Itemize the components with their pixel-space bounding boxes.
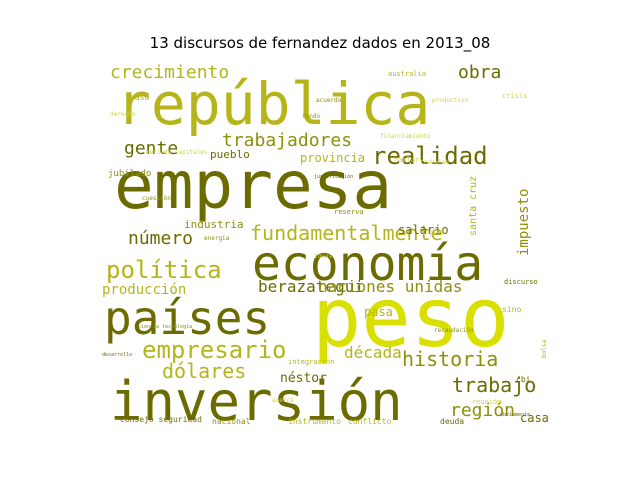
cloud-word: casa xyxy=(520,411,549,425)
cloud-word: acerca xyxy=(272,397,294,404)
cloud-word: inglés xyxy=(422,229,444,236)
cloud-word: naciones unidas xyxy=(318,277,463,296)
cloud-word: empresario xyxy=(142,336,287,364)
cloud-word: instrumento xyxy=(288,417,341,426)
cloud-word: fondo xyxy=(302,113,320,120)
cloud-word: reunión xyxy=(472,398,502,406)
cloud-word: paso xyxy=(130,93,149,102)
cloud-word: acuerdo xyxy=(316,97,342,104)
cloud-word: integración xyxy=(288,358,334,366)
cloud-word: región xyxy=(450,400,515,421)
cloud-word: impuesto xyxy=(516,189,532,256)
cloud-word: república xyxy=(116,70,430,138)
cloud-word: reserva xyxy=(334,208,364,216)
cloud-word: jubilado xyxy=(108,169,151,179)
cloud-word: trabajan xyxy=(420,159,449,166)
cloud-word: historia xyxy=(402,347,498,371)
cloud-word: cuestión xyxy=(142,195,171,202)
cloud-word: peso xyxy=(312,271,509,366)
cloud-word: crisis xyxy=(502,92,527,100)
cloud-word: derecho xyxy=(110,111,136,118)
cloud-word: hablar xyxy=(394,156,419,164)
cloud-word: productivo xyxy=(432,97,469,104)
cloud-word: bolsa xyxy=(541,340,548,358)
cloud-word: década xyxy=(344,343,402,362)
cloud-word: realidad xyxy=(372,142,488,170)
cloud-word: trabajo xyxy=(452,373,536,397)
cloud-word: financiamiento xyxy=(380,133,431,140)
cloud-word: dólares xyxy=(162,359,246,383)
cloud-word: fundamentalmente xyxy=(250,221,443,245)
cloud-word: justificación xyxy=(314,173,353,180)
cloud-word: pasa xyxy=(364,305,393,319)
cloud-word: obviamente xyxy=(500,412,530,418)
cloud-word: desarrollo xyxy=(102,352,132,358)
cloud-word: recaudación xyxy=(434,327,474,334)
cloud-word: crecimiento xyxy=(110,62,229,83)
cloud-word: ciencia tecnología xyxy=(138,323,192,330)
cloud-word: gente xyxy=(124,138,178,159)
cloud-word: número xyxy=(128,228,193,249)
cloud-word: trabajadores xyxy=(222,130,352,151)
cloud-word: países xyxy=(104,291,270,345)
cloud-word: obra xyxy=(458,62,501,83)
cloud-word: energía xyxy=(204,235,230,242)
cloud-word: ideas xyxy=(314,253,332,260)
cloud-word: deuda xyxy=(440,417,464,426)
cloud-word: sino xyxy=(502,305,521,314)
cloud-word: consejo seguridad xyxy=(120,415,202,424)
cloud-word: economía xyxy=(252,236,483,292)
cloud-word: provincia xyxy=(300,151,365,165)
cloud-word: discurso xyxy=(504,278,538,286)
cloud-word: néstor xyxy=(280,371,327,386)
figure-title: 13 discursos de fernandez dados en 2013_… xyxy=(149,34,491,52)
word-cloud: empresa república peso inversión economía paí… xyxy=(102,58,550,430)
cloud-word: berazategui xyxy=(258,277,364,296)
cloud-word: inversión xyxy=(110,370,403,430)
cloud-word: industria xyxy=(184,218,244,231)
cloud-word: empresa xyxy=(114,147,392,224)
cloud-word: conflicto xyxy=(348,417,392,426)
cloud-word: producción xyxy=(102,282,186,298)
cloud-word: política xyxy=(106,256,222,284)
cloud-word: santa cruz xyxy=(468,176,479,236)
cloud-word: mercado capitales xyxy=(146,149,208,156)
cloud-word: nacional xyxy=(212,417,251,426)
cloud-word: cbi xyxy=(516,375,531,384)
cloud-word: salario xyxy=(398,223,449,237)
cloud-word: pueblo xyxy=(210,148,250,161)
cloud-word: australia xyxy=(388,70,426,78)
